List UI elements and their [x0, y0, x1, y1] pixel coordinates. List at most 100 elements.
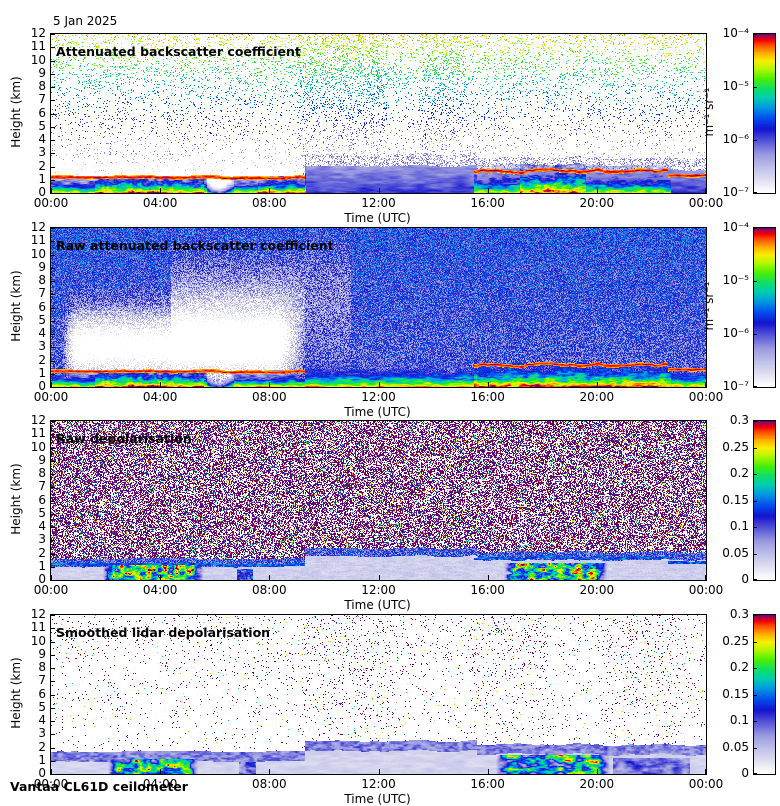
- x-tick-label: 00:00: [33, 777, 69, 791]
- x-tick-label: 00:00: [33, 196, 69, 210]
- x-tick-label: 16:00: [470, 390, 505, 404]
- x-tick-label: 04:00: [142, 196, 178, 210]
- y-tick-label: 7: [38, 479, 46, 494]
- y-tick-mark: [50, 74, 55, 75]
- y-tick-label: 11: [30, 426, 46, 441]
- y-tick-mark: [50, 774, 55, 775]
- x-tick-label: 04:00: [142, 390, 178, 404]
- y-tick-mark: [50, 514, 55, 515]
- colorbar-tick-label: 0.15: [722, 492, 749, 507]
- y-tick-mark: [50, 308, 55, 309]
- colorbar-raw-depolarisation: [753, 420, 776, 581]
- plot-area-raw-depolarisation[interactable]: [50, 420, 707, 581]
- x-axis-label: Time (UTC): [344, 405, 411, 419]
- y-tick-label: 7: [38, 286, 46, 301]
- y-tick-label: 10: [30, 633, 46, 648]
- colorbar-tick-mark: [753, 748, 757, 749]
- colorbar-tick-label: 0.05: [722, 545, 749, 560]
- y-tick-label: 1: [38, 365, 46, 380]
- heatmap-attenuated-backscatter: [51, 34, 706, 193]
- y-tick-mark: [50, 540, 55, 541]
- x-tick-mark: [705, 769, 706, 774]
- x-tick-mark: [51, 188, 52, 193]
- colorbar-tick-mark: [753, 448, 757, 449]
- y-tick-mark: [50, 487, 55, 488]
- x-axis-label: Time (UTC): [344, 211, 411, 225]
- colorbar-tick-mark: [753, 334, 757, 335]
- colorbar-tick-label: 10⁻⁵: [722, 79, 749, 93]
- y-tick-mark: [50, 374, 55, 375]
- y-tick-label: 12: [30, 607, 46, 621]
- x-tick-mark: [269, 382, 270, 387]
- y-tick-label: 3: [38, 339, 46, 354]
- y-tick-mark: [50, 567, 55, 568]
- y-tick-mark: [50, 695, 55, 696]
- y-tick-label: 11: [30, 39, 46, 54]
- x-tick-mark: [269, 575, 270, 580]
- y-tick-label: 8: [38, 273, 46, 287]
- y-tick-mark: [50, 347, 55, 348]
- y-tick-mark: [50, 761, 55, 762]
- y-tick-label: 8: [38, 79, 46, 93]
- y-tick-mark: [50, 241, 55, 242]
- y-tick-mark: [50, 580, 55, 581]
- plot-area-smoothed-lidar-depolarisation[interactable]: [50, 614, 707, 775]
- y-tick-mark: [50, 47, 55, 48]
- y-tick-mark: [50, 100, 55, 101]
- y-tick-mark: [50, 140, 55, 141]
- y-tick-label: 10: [30, 52, 46, 67]
- y-tick-label: 0: [38, 766, 46, 780]
- y-tick-label: 9: [38, 65, 46, 80]
- y-tick-label: 2: [38, 352, 46, 367]
- y-tick-label: 9: [38, 259, 46, 274]
- y-tick-label: 1: [38, 171, 46, 186]
- plot-area-attenuated-backscatter[interactable]: [50, 33, 707, 194]
- y-tick-mark: [50, 628, 55, 629]
- x-tick-mark: [488, 769, 489, 774]
- y-tick-label: 10: [30, 439, 46, 454]
- x-tick-label: 00:00: [688, 390, 724, 404]
- heatmap-smoothed-lidar-depolarisation: [51, 615, 706, 774]
- y-tick-mark: [50, 474, 55, 475]
- y-tick-label: 12: [30, 26, 46, 40]
- x-tick-mark: [379, 575, 380, 580]
- x-tick-label: 20:00: [579, 196, 615, 210]
- heatmap-raw-depolarisation: [51, 421, 706, 580]
- x-tick-mark: [160, 188, 161, 193]
- y-tick-mark: [50, 461, 55, 462]
- x-tick-label: 08:00: [252, 390, 287, 404]
- y-tick-label: 12: [30, 220, 46, 234]
- colorbar-tick-mark: [753, 421, 757, 422]
- y-tick-mark: [50, 387, 55, 388]
- colorbar-tick-label: 10⁻⁶: [722, 326, 749, 340]
- y-tick-label: 0: [38, 572, 46, 586]
- y-tick-label: 4: [38, 132, 46, 146]
- colorbar-tick-mark: [753, 773, 757, 774]
- x-tick-mark: [488, 188, 489, 193]
- colorbar-raw-attenuated-backscatter: [753, 227, 776, 388]
- instrument-label: Vantaa CL61D ceilometer: [10, 779, 188, 794]
- x-tick-mark: [379, 188, 380, 193]
- plot-area-raw-attenuated-backscatter[interactable]: [50, 227, 707, 388]
- y-tick-mark: [50, 748, 55, 749]
- x-tick-mark: [379, 769, 380, 774]
- y-tick-label: 6: [38, 299, 46, 314]
- y-tick-label: 2: [38, 545, 46, 560]
- colorbar-tick-label: 0.1: [729, 713, 749, 727]
- y-tick-label: 12: [30, 413, 46, 427]
- y-tick-label: 4: [38, 326, 46, 340]
- y-tick-mark: [50, 228, 55, 229]
- y-tick-mark: [50, 501, 55, 502]
- colorbar-tick-label: 10⁻⁴: [722, 26, 749, 40]
- y-tick-mark: [50, 334, 55, 335]
- x-tick-mark: [379, 382, 380, 387]
- y-axis-label: Height (km): [9, 656, 23, 729]
- y-tick-mark: [50, 153, 55, 154]
- colorbar-tick-mark: [753, 140, 757, 141]
- x-tick-mark: [705, 575, 706, 580]
- x-tick-label: 20:00: [579, 390, 615, 404]
- x-tick-mark: [597, 575, 598, 580]
